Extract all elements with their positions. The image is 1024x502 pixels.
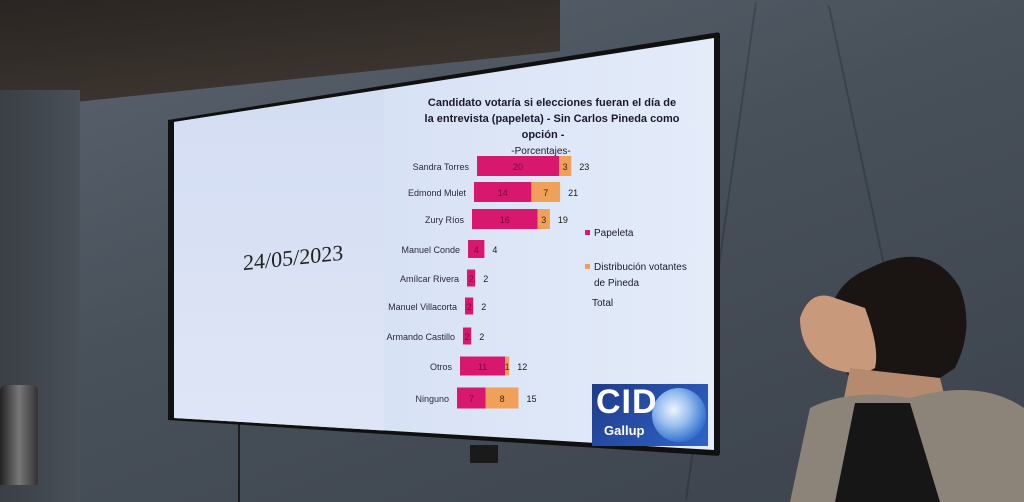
bar-segment [457, 387, 486, 409]
bar-value-label: 1 [505, 362, 510, 372]
category-label: Edmond Mulet [408, 188, 467, 198]
category-label: Manuel Villacorta [388, 302, 457, 312]
legend-label: Distribución votantes [594, 262, 687, 273]
bar-segment [505, 356, 510, 376]
bar-segment [474, 182, 532, 202]
tv-cable [238, 420, 240, 502]
bar-segment [465, 297, 474, 315]
chart-title-line: Candidato votaría si elecciones fueran e… [428, 97, 676, 109]
logo-cid-text: CID [596, 383, 658, 421]
category-label: Zury Ríos [425, 215, 465, 225]
chart-legend: Papeleta Distribución votantes de Pineda To… [585, 228, 687, 309]
legend-label: Papeleta [594, 228, 634, 239]
bar-segment [485, 387, 519, 409]
bar-total-label: 2 [481, 302, 486, 312]
bar-value-label: 2 [469, 274, 474, 284]
bar-segment [477, 156, 559, 176]
category-label: Otros [430, 362, 453, 372]
globe-icon [652, 388, 706, 442]
bar-value-label: 3 [563, 162, 568, 172]
presenter-person [790, 256, 1024, 502]
category-label: Amílcar Rivera [400, 274, 459, 284]
logo-gallup-text: Gallup [604, 423, 645, 438]
legend-swatch [585, 264, 590, 269]
category-label: Sandra Torres [413, 162, 470, 172]
bar-total-label: 2 [483, 274, 488, 284]
bar-value-label: 16 [500, 215, 510, 225]
bar-segment [531, 182, 561, 202]
bar-value-label: 2 [465, 332, 470, 342]
bar-total-label: 15 [527, 394, 537, 404]
bar-segment [472, 209, 538, 229]
tv-mount [470, 445, 498, 463]
category-label: Manuel Conde [401, 245, 460, 255]
chart-title-line: opción - [522, 129, 565, 141]
category-label: Armando Castillo [386, 332, 455, 342]
bar-value-label: 7 [543, 188, 548, 198]
bar-value-label: 2 [467, 302, 472, 312]
chart-title-line: -Porcentajes- [511, 146, 570, 157]
bar-segment [537, 209, 550, 229]
bar-total-label: 12 [517, 362, 527, 372]
chart-title: Candidato votaría si elecciones fueran e… [425, 97, 680, 157]
bar-value-label: 20 [513, 162, 523, 172]
bar-segment [467, 269, 476, 287]
bar-value-label: 11 [478, 362, 487, 372]
bar-total-label: 23 [579, 162, 589, 172]
bar-segment [460, 356, 506, 376]
legend-label: Total [592, 298, 613, 309]
legend-label: de Pineda [594, 278, 639, 289]
legend-swatch [585, 230, 590, 235]
chart-title-line: la entrevista (papeleta) - Sin Carlos Pi… [425, 113, 680, 125]
bar-total-label: 21 [568, 188, 578, 198]
category-label: Ninguno [415, 394, 449, 404]
coffee-machine [0, 385, 38, 485]
bar-value-label: 3 [541, 215, 546, 225]
bar-segment [468, 240, 485, 258]
bar-value-label: 7 [469, 394, 474, 404]
bar-value-label: 14 [498, 188, 508, 198]
bar-value-label: 4 [474, 245, 479, 255]
bar-total-label: 2 [479, 332, 484, 342]
bar-segment [559, 156, 572, 176]
bar-total-label: 19 [558, 215, 568, 225]
bar-value-label: 8 [500, 394, 505, 404]
bar-segment [463, 327, 472, 345]
bar-total-label: 4 [492, 245, 497, 255]
